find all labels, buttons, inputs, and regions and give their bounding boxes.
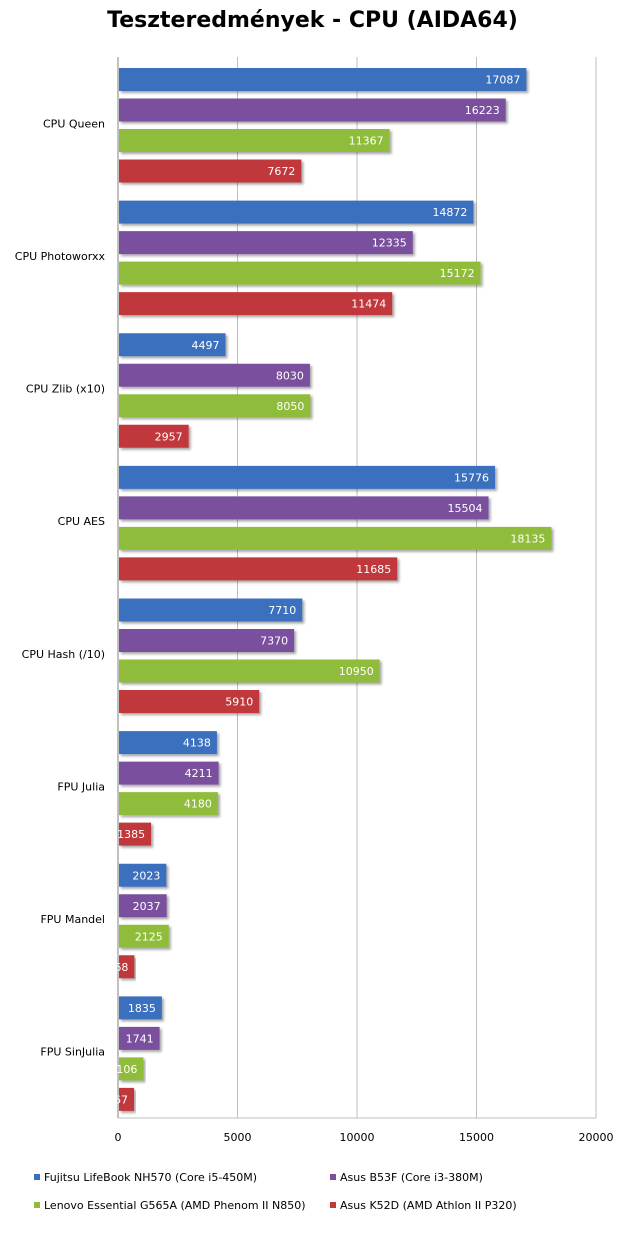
- bar: [119, 996, 162, 1020]
- x-tick-label: 20000: [579, 1131, 614, 1144]
- data-label: 4180: [184, 798, 212, 811]
- bar: [119, 659, 380, 683]
- bar: [119, 1087, 135, 1111]
- bar: [119, 557, 398, 581]
- legend-label: Asus K52D (AMD Athlon II P320): [340, 1199, 517, 1212]
- bar: [119, 363, 310, 387]
- x-tick-label: 10000: [340, 1131, 375, 1144]
- bar: [119, 292, 393, 316]
- legend-swatch: [34, 1174, 40, 1180]
- bar: [119, 894, 167, 918]
- data-label: 4138: [183, 737, 211, 750]
- bar: [119, 261, 481, 285]
- bar: [119, 496, 489, 520]
- data-label: 15504: [448, 502, 483, 515]
- bar: [119, 98, 506, 122]
- data-label: 2957: [155, 430, 183, 443]
- bar: [119, 129, 390, 152]
- data-label: 12335: [372, 237, 407, 250]
- bar: [119, 955, 135, 979]
- data-label: 4211: [185, 767, 213, 780]
- legend-label: Asus B53F (Core i3-380M): [340, 1171, 483, 1184]
- data-label: 18135: [510, 532, 545, 545]
- legend-swatch: [330, 1174, 336, 1180]
- data-label: 2037: [133, 900, 161, 913]
- data-label: 8050: [276, 400, 304, 413]
- data-label: 5910: [225, 696, 253, 709]
- data-label: 106: [116, 1063, 137, 1076]
- bar: [119, 731, 217, 755]
- bar: [119, 924, 169, 948]
- category-label-cpu-zlib-x10: CPU Zlib (x10): [26, 383, 105, 396]
- data-label: 7672: [267, 165, 295, 178]
- bar: [119, 465, 496, 489]
- data-label: 15776: [454, 471, 489, 484]
- data-label: 7370: [260, 635, 288, 648]
- data-label: 2125: [135, 930, 163, 943]
- category-label-fpu-mandel: FPU Mandel: [40, 913, 105, 926]
- data-label: 4497: [191, 339, 219, 352]
- bar: [119, 792, 218, 816]
- bar: [119, 863, 167, 887]
- bar: [119, 68, 527, 91]
- category-label-cpu-queen: CPU Queen: [43, 117, 105, 130]
- legend-swatch: [330, 1202, 336, 1208]
- data-label: 16223: [465, 104, 500, 117]
- data-label: 17087: [485, 74, 520, 87]
- legend-label: Lenovo Essential G565A (AMD Phenom II N8…: [44, 1199, 306, 1212]
- bars: [119, 68, 552, 1111]
- data-label: 8030: [276, 369, 304, 382]
- bar: [119, 761, 219, 785]
- bar: [119, 200, 474, 224]
- bar: [119, 333, 226, 357]
- bar: [119, 629, 295, 652]
- data-label: 1741: [126, 1032, 154, 1045]
- chart-title: Teszteredmények - CPU (AIDA64): [107, 8, 518, 33]
- bar: [119, 1057, 144, 1081]
- bar: [119, 394, 311, 418]
- bar: [119, 231, 413, 255]
- bar: [119, 690, 260, 713]
- bar: [119, 598, 303, 622]
- data-label: 10950: [339, 665, 374, 678]
- data-label: 2023: [132, 869, 160, 882]
- data-label: 15172: [440, 267, 475, 280]
- bar: [119, 822, 152, 846]
- category-label-fpu-julia: FPU Julia: [57, 780, 105, 793]
- bar: [119, 159, 302, 183]
- bar: [119, 526, 552, 550]
- data-label: 68: [114, 961, 128, 974]
- data-label: 11685: [356, 563, 391, 576]
- legend-label: Fujitsu LifeBook NH570 (Core i5-450M): [44, 1171, 257, 1184]
- category-label-cpu-aes: CPU AES: [58, 515, 105, 528]
- legend: Fujitsu LifeBook NH570 (Core i5-450M) Asu…: [34, 1171, 517, 1212]
- bar: [119, 1026, 160, 1050]
- data-label: 11367: [349, 135, 384, 148]
- x-tick-label: 0: [115, 1131, 122, 1144]
- legend-swatch: [34, 1202, 40, 1208]
- data-label: 14872: [432, 206, 467, 219]
- data-label: 1835: [128, 1002, 156, 1015]
- data-label: 67: [114, 1093, 128, 1106]
- axes: 0 5000 10000 15000 20000: [115, 57, 614, 1144]
- category-label-fpu-sinjulia: FPU SinJulia: [40, 1046, 105, 1059]
- category-label-cpu-hash-10: CPU Hash (/10): [22, 648, 105, 661]
- bar: [119, 424, 189, 448]
- data-label: 1385: [117, 828, 145, 841]
- x-tick-label: 5000: [224, 1131, 252, 1144]
- data-label: 7710: [268, 604, 296, 617]
- labels: CPU Queen CPU Photoworxx CPU Zlib (x10) CPU…: [15, 74, 546, 1107]
- category-label-cpu-photoworxx: CPU Photoworxx: [15, 250, 106, 263]
- x-tick-label: 15000: [459, 1131, 494, 1144]
- data-label: 11474: [351, 298, 386, 311]
